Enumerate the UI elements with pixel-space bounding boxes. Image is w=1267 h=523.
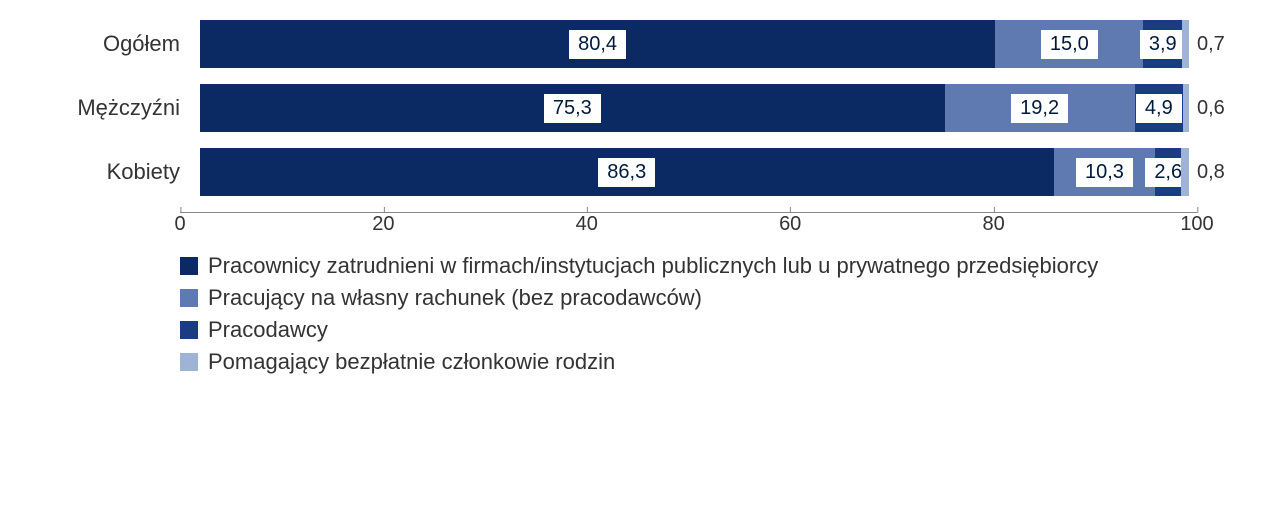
legend-label: Pracodawcy xyxy=(208,317,328,343)
category-label: Kobiety xyxy=(20,159,200,185)
legend-item-wlasny_rachunek: Pracujący na własny rachunek (bez pracod… xyxy=(180,285,1247,311)
bar-segment-pomagajacy xyxy=(1182,20,1189,68)
legend-label: Pracownicy zatrudnieni w firmach/instytu… xyxy=(208,253,1098,279)
category-label: Mężczyźni xyxy=(20,95,200,121)
bar-track: 86,3 10,3 2,6 xyxy=(200,148,1189,196)
bar-segment-pracownicy: 75,3 xyxy=(200,84,945,132)
x-tick: 40 xyxy=(576,213,598,236)
legend: Pracownicy zatrudnieni w firmach/instytu… xyxy=(180,253,1247,375)
x-tick: 100 xyxy=(1180,213,1213,236)
legend-label: Pomagający bezpłatnie członkowie rodzin xyxy=(208,349,615,375)
bar-row-mezczyzni: Mężczyźni 75,3 19,2 4,9 0,6 xyxy=(20,84,1247,132)
bar-track: 80,4 15,0 3,9 xyxy=(200,20,1189,68)
bar-segment-pracownicy: 80,4 xyxy=(200,20,995,68)
x-tick: 60 xyxy=(779,213,801,236)
value-badge: 3,9 xyxy=(1140,30,1186,59)
legend-swatch xyxy=(180,289,198,307)
bar-row-kobiety: Kobiety 86,3 10,3 2,6 0,8 xyxy=(20,148,1247,196)
x-axis: 020406080100 xyxy=(180,212,1197,243)
bar-segment-wlasny_rachunek: 10,3 xyxy=(1054,148,1156,196)
value-badge: 75,3 xyxy=(544,94,601,123)
bar-segment-pracodawcy: 4,9 xyxy=(1135,84,1183,132)
legend-item-pomagajacy: Pomagający bezpłatnie członkowie rodzin xyxy=(180,349,1247,375)
axis-spacer xyxy=(20,212,180,243)
legend-swatch xyxy=(180,257,198,275)
value-badge: 19,2 xyxy=(1011,94,1068,123)
trailing-value: 0,8 xyxy=(1189,161,1247,184)
bar-segment-pracownicy: 86,3 xyxy=(200,148,1054,196)
trailing-value: 0,7 xyxy=(1189,33,1247,56)
bar-segment-pomagajacy xyxy=(1181,148,1189,196)
bar-segment-wlasny_rachunek: 15,0 xyxy=(995,20,1143,68)
x-axis-row: 0 20 40 60 80 100 xyxy=(20,212,1247,243)
value-badge: 15,0 xyxy=(1041,30,1098,59)
bar-segment-wlasny_rachunek: 19,2 xyxy=(945,84,1135,132)
trailing-value: 0,6 xyxy=(1189,97,1247,120)
x-tick: 0 xyxy=(174,213,185,236)
x-tick: 80 xyxy=(982,213,1004,236)
legend-swatch xyxy=(180,353,198,371)
bars-area: Ogółem80,415,03,90,7Mężczyźni75,319,24,9… xyxy=(20,20,1247,196)
legend-swatch xyxy=(180,321,198,339)
category-label: Ogółem xyxy=(20,31,200,57)
stacked-bar-chart: Ogółem80,415,03,90,7Mężczyźni75,319,24,9… xyxy=(20,20,1247,375)
bar-track: 75,3 19,2 4,9 xyxy=(200,84,1189,132)
bar-segment-pracodawcy: 3,9 xyxy=(1143,20,1182,68)
value-badge: 10,3 xyxy=(1076,158,1133,187)
value-badge: 80,4 xyxy=(569,30,626,59)
x-tick: 20 xyxy=(372,213,394,236)
legend-item-pracownicy: Pracownicy zatrudnieni w firmach/instytu… xyxy=(180,253,1247,279)
value-badge: 4,9 xyxy=(1136,94,1182,123)
legend-item-pracodawcy: Pracodawcy xyxy=(180,317,1247,343)
bar-row-ogolem: Ogółem80,415,03,90,7 xyxy=(20,20,1247,68)
value-badge: 86,3 xyxy=(598,158,655,187)
bar-segment-pracodawcy: 2,6 xyxy=(1155,148,1181,196)
bar-segment-pomagajacy xyxy=(1183,84,1189,132)
legend-label: Pracujący na własny rachunek (bez pracod… xyxy=(208,285,702,311)
